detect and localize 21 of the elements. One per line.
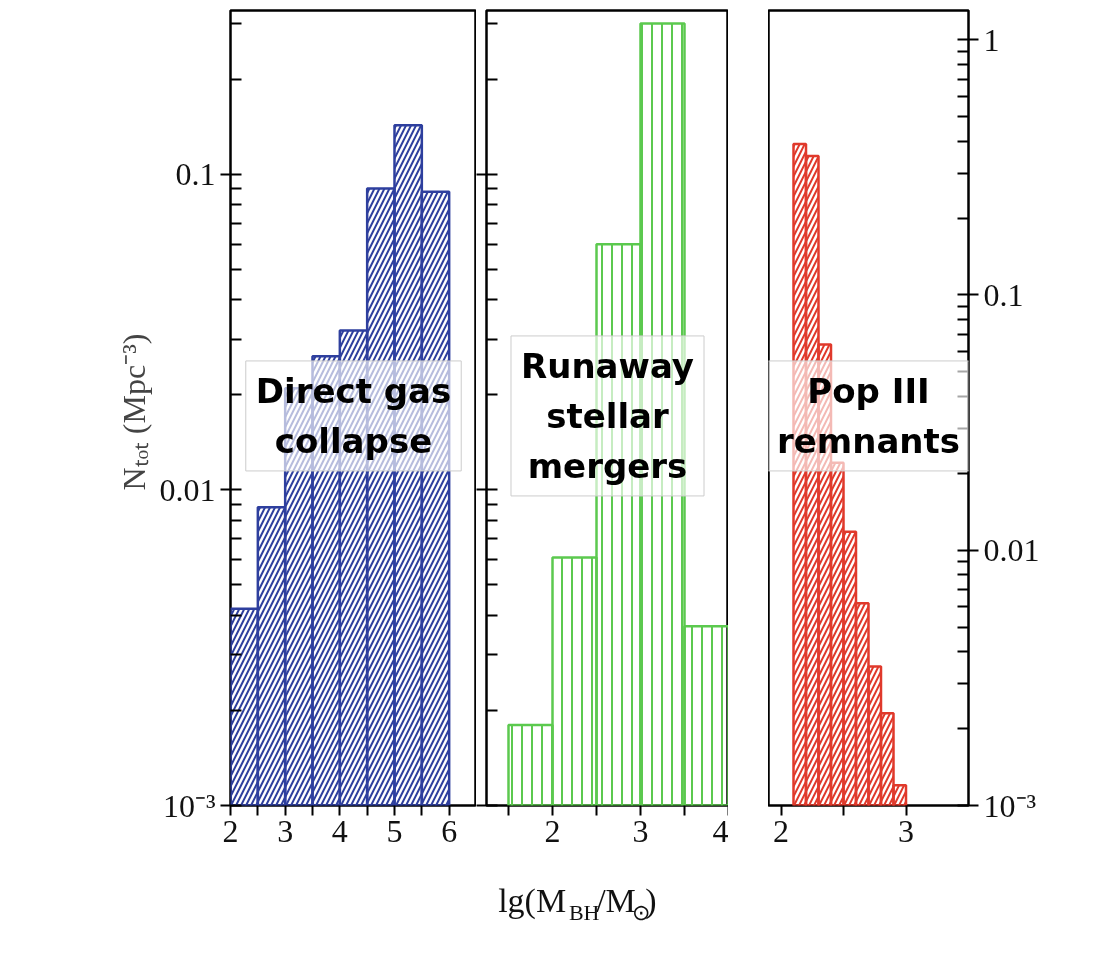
x-tick-label: 4 bbox=[712, 812, 729, 849]
annotation: Pop III remnants bbox=[776, 370, 961, 461]
y-tick-label: 0.01 bbox=[983, 532, 1040, 569]
x-tick-label: 5 bbox=[386, 812, 403, 849]
x-tick-label: 3 bbox=[277, 812, 294, 849]
x-tick-label: 4 bbox=[331, 812, 348, 849]
y-tick-label: 10⁻³ bbox=[162, 787, 216, 824]
y-tick-label: 0.01 bbox=[159, 471, 216, 508]
annotation: Direct gas collapse bbox=[255, 370, 452, 461]
x-tick-label: 6 bbox=[441, 812, 458, 849]
y-tick-label: 0.1 bbox=[983, 276, 1024, 313]
y-tick-label: 0.1 bbox=[175, 156, 216, 193]
x-tick-label: 3 bbox=[632, 812, 649, 849]
x-tick-label: 2 bbox=[773, 812, 789, 849]
y-tick-label: 1 bbox=[983, 21, 1000, 58]
x-tick-label: 2 bbox=[222, 812, 239, 849]
y-tick-label: 10⁻³ bbox=[983, 787, 1037, 824]
x-tick-label: 2 bbox=[544, 812, 561, 849]
annotation: Runaway stellar mergers bbox=[521, 345, 695, 486]
y-axis-title: Nₜₒₜ (Mpc⁻³) bbox=[115, 333, 152, 491]
x-tick-label: 3 bbox=[898, 812, 914, 849]
